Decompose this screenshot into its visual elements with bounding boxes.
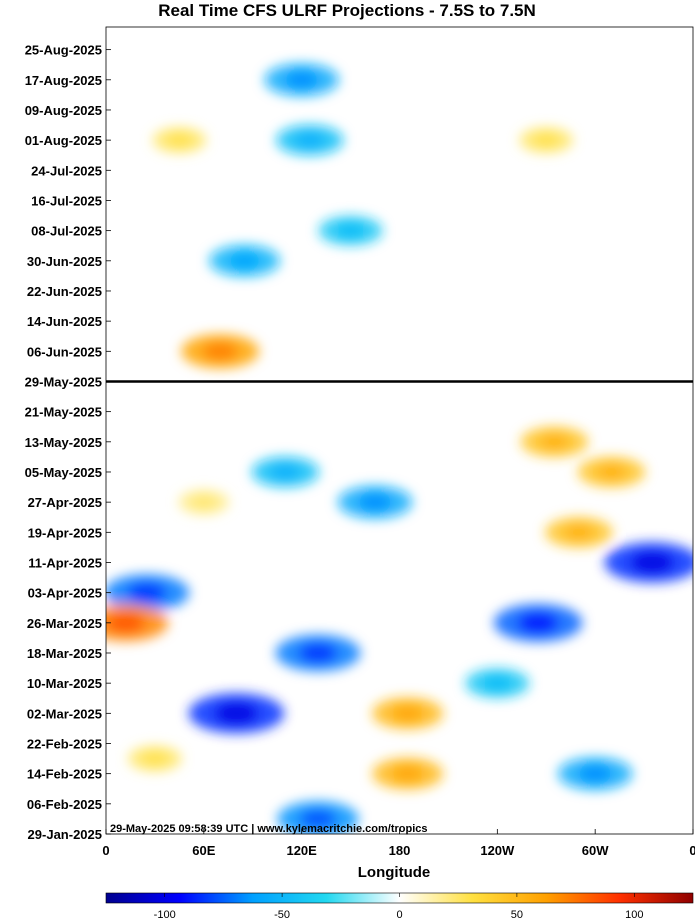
y-tick-label: 10-Mar-2025 [27, 676, 102, 691]
anomaly-core [106, 613, 145, 633]
y-tick-label: 18-Mar-2025 [27, 646, 102, 661]
plot-area: 25-Aug-2025 17-Aug-2025 09-Aug-2025 01-Aug-… [25, 26, 695, 858]
y-tick-label: 21-May-2025 [25, 405, 102, 420]
y-tick-label: 29-May-2025 [25, 374, 102, 389]
anomaly-blobs [106, 63, 693, 834]
anomaly-core [518, 613, 559, 633]
y-tick-label: 25-Aug-2025 [25, 43, 102, 58]
x-tick-label: 0 [689, 843, 695, 858]
heatmap-field [106, 63, 693, 834]
anomaly-core [167, 133, 192, 147]
anomaly-core [539, 434, 570, 450]
anomaly-core [228, 252, 261, 269]
anomaly-core [391, 705, 424, 722]
anomaly-core [563, 524, 595, 541]
colorbar-tick-label: 50 [511, 909, 523, 921]
anomaly-core [127, 583, 166, 602]
y-tick-label: 16-Jul-2025 [31, 193, 102, 208]
x-axis-label: Longitude [358, 864, 430, 881]
x-tick-label: 120W [480, 843, 515, 858]
anomaly-core [298, 643, 338, 663]
colorbar-tick-label: 0 [396, 909, 402, 921]
y-tick-label: 26-Mar-2025 [27, 616, 102, 631]
y-tick-label: 27-Apr-2025 [28, 495, 102, 510]
anomaly-core [391, 765, 424, 782]
anomaly-core [596, 464, 627, 480]
y-tick-label: 29-Jan-2025 [28, 827, 102, 842]
y-tick-label: 14-Jun-2025 [27, 314, 102, 329]
anomaly-core [284, 71, 319, 89]
y-tick-label: 24-Jul-2025 [31, 163, 102, 178]
y-tick-label: 14-Feb-2025 [27, 767, 102, 782]
anomaly-core [630, 552, 674, 573]
credit-text: 29-May-2025 09:58:39 UTC | www.kylemacri… [110, 823, 428, 835]
colorbar: -100 -50 0 50 100 [105, 892, 694, 921]
anomaly-core [214, 703, 258, 724]
anomaly-core [270, 464, 301, 480]
y-tick-label: 11-Apr-2025 [28, 555, 102, 570]
y-tick-label: 02-Mar-2025 [27, 706, 102, 721]
colorbar-tick-label: -100 [154, 909, 176, 921]
y-tick-label: 09-Aug-2025 [25, 103, 102, 118]
y-tick-label: 01-Aug-2025 [25, 133, 102, 148]
anomaly-core [142, 752, 167, 766]
y-tick-label: 17-Aug-2025 [25, 73, 102, 88]
anomaly-core [202, 342, 238, 360]
x-tick-label: 120E [286, 843, 317, 858]
y-tick-label: 08-Jul-2025 [31, 224, 102, 239]
anomaly-core [192, 495, 216, 509]
x-tick-label: 0 [102, 843, 109, 858]
colorbar-tick-label: 100 [625, 909, 643, 921]
anomaly-core [294, 132, 326, 148]
y-tick-label: 22-Feb-2025 [27, 736, 102, 751]
chart-title: Real Time CFS ULRF Projections - 7.5S to… [158, 1, 536, 20]
y-tick-label: 19-Apr-2025 [28, 525, 102, 540]
y-tick-label: 06-Jun-2025 [27, 344, 102, 359]
colorbar-tick-label: -50 [274, 909, 290, 921]
anomaly-core [336, 223, 365, 239]
x-tick-label: 60W [582, 843, 609, 858]
y-tick-label: 06-Feb-2025 [27, 797, 102, 812]
anomaly-core [299, 810, 337, 828]
x-tick-label: 60E [192, 843, 215, 858]
anomaly-core [358, 493, 392, 511]
y-tick-label: 05-May-2025 [25, 465, 102, 480]
anomaly-core [534, 133, 559, 147]
colorbar-ticks: -100 -50 0 50 100 [154, 893, 643, 921]
anomaly-core [578, 765, 612, 782]
anomaly-core [482, 675, 512, 691]
x-axis: 0 60E 120E 180 120W 60W 0 [102, 829, 695, 858]
y-axis: 25-Aug-2025 17-Aug-2025 09-Aug-2025 01-Aug-… [25, 43, 111, 842]
y-tick-label: 22-Jun-2025 [27, 284, 102, 299]
x-tick-label: 180 [389, 843, 411, 858]
y-tick-label: 30-Jun-2025 [27, 254, 102, 269]
y-tick-label: 13-May-2025 [25, 435, 102, 450]
y-tick-label: 03-Apr-2025 [28, 586, 102, 601]
